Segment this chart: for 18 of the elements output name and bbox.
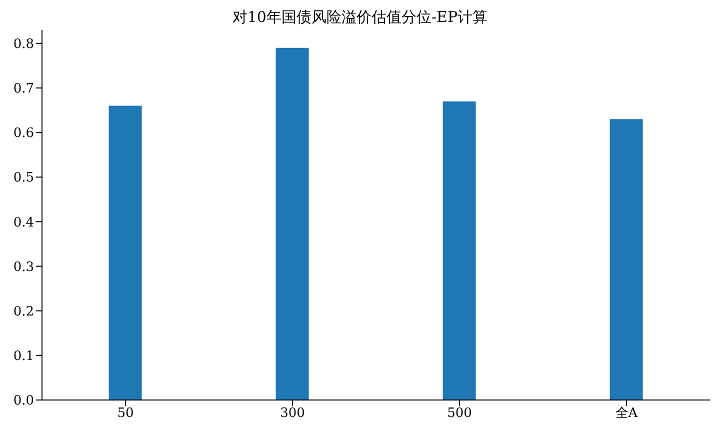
chart-title: 对10年国债风险溢价估值分位-EP计算 bbox=[231, 8, 489, 27]
x-tick-label: 300 bbox=[280, 406, 305, 422]
bar bbox=[610, 119, 643, 400]
y-tick-label: 0.5 bbox=[13, 170, 34, 186]
y-tick-label: 0.4 bbox=[13, 215, 34, 230]
y-tick-label: 0.6 bbox=[13, 126, 34, 142]
y-tick-label: 0.7 bbox=[13, 82, 34, 97]
x-tick-label: 50 bbox=[117, 406, 134, 422]
y-tick-label: 0.2 bbox=[13, 304, 34, 320]
x-tick-label: 500 bbox=[447, 406, 472, 422]
x-tick-label: 全A bbox=[615, 406, 638, 422]
y-tick-label: 0.3 bbox=[13, 260, 34, 275]
bar bbox=[442, 101, 476, 400]
y-tick-label: 0.1 bbox=[13, 349, 34, 364]
bar bbox=[108, 106, 142, 400]
y-tick-label: 0.0 bbox=[13, 394, 34, 409]
y-tick-label: 0.8 bbox=[13, 36, 34, 52]
bar bbox=[276, 48, 309, 400]
